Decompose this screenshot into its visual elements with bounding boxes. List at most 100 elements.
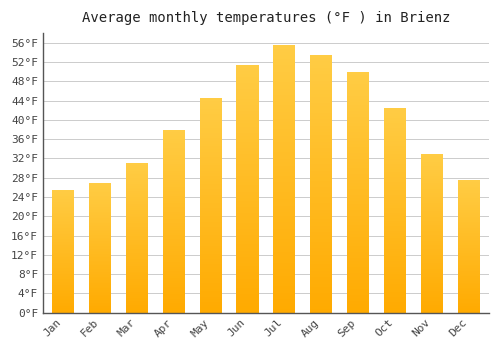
Bar — [274, 62, 295, 65]
Bar — [236, 142, 258, 145]
Bar — [162, 205, 185, 208]
Bar — [420, 277, 443, 279]
Bar — [384, 128, 406, 131]
Bar — [420, 166, 443, 168]
Bar — [162, 251, 185, 253]
Bar — [274, 206, 295, 209]
Bar — [89, 205, 111, 207]
Bar — [126, 214, 148, 216]
Bar — [420, 263, 443, 265]
Bar — [89, 212, 111, 214]
Bar — [274, 99, 295, 102]
Bar — [89, 244, 111, 246]
Bar — [347, 234, 369, 237]
Bar — [347, 265, 369, 267]
Bar — [274, 92, 295, 96]
Bar — [52, 250, 74, 251]
Bar — [162, 180, 185, 182]
Bar — [126, 303, 148, 305]
Bar — [200, 195, 222, 197]
Bar — [420, 301, 443, 303]
Bar — [384, 295, 406, 297]
Bar — [420, 249, 443, 251]
Bar — [458, 197, 479, 198]
Bar — [310, 210, 332, 213]
Bar — [420, 287, 443, 289]
Bar — [200, 147, 222, 149]
Bar — [274, 303, 295, 306]
Bar — [310, 248, 332, 251]
Bar — [347, 72, 369, 75]
Bar — [458, 265, 479, 266]
Bar — [52, 199, 74, 201]
Bar — [310, 242, 332, 245]
Bar — [200, 296, 222, 299]
Bar — [458, 308, 479, 309]
Bar — [200, 214, 222, 216]
Bar — [89, 192, 111, 194]
Bar — [458, 205, 479, 206]
Bar — [310, 239, 332, 242]
Bar — [458, 273, 479, 274]
Bar — [126, 217, 148, 219]
Bar — [89, 269, 111, 270]
Bar — [200, 203, 222, 205]
Bar — [347, 240, 369, 243]
Bar — [236, 105, 258, 108]
Bar — [274, 109, 295, 112]
Bar — [126, 301, 148, 303]
Bar — [52, 245, 74, 247]
Bar — [274, 159, 295, 162]
Bar — [347, 201, 369, 204]
Bar — [274, 262, 295, 266]
Bar — [236, 219, 258, 223]
Bar — [126, 167, 148, 169]
Bar — [384, 146, 406, 149]
Bar — [347, 298, 369, 301]
Bar — [162, 256, 185, 258]
Bar — [458, 188, 479, 190]
Bar — [347, 141, 369, 144]
Bar — [52, 260, 74, 262]
Bar — [274, 116, 295, 119]
Bar — [310, 293, 332, 296]
Bar — [162, 155, 185, 157]
Bar — [384, 139, 406, 141]
Bar — [200, 224, 222, 227]
Bar — [274, 172, 295, 176]
Bar — [274, 135, 295, 139]
Bar — [200, 278, 222, 280]
Bar — [200, 178, 222, 181]
Bar — [420, 245, 443, 247]
Bar — [274, 282, 295, 286]
Bar — [89, 222, 111, 223]
Bar — [420, 186, 443, 188]
Bar — [274, 286, 295, 289]
Bar — [200, 262, 222, 264]
Bar — [162, 303, 185, 306]
Bar — [458, 210, 479, 212]
Bar — [384, 297, 406, 300]
Bar — [200, 232, 222, 235]
Bar — [52, 231, 74, 233]
Bar — [89, 266, 111, 267]
Bar — [162, 274, 185, 276]
Bar — [162, 287, 185, 290]
Bar — [310, 287, 332, 290]
Bar — [236, 282, 258, 285]
Bar — [310, 290, 332, 293]
Bar — [347, 186, 369, 189]
Bar — [420, 247, 443, 249]
Bar — [52, 222, 74, 224]
Bar — [347, 237, 369, 240]
Bar — [162, 283, 185, 285]
Bar — [89, 252, 111, 254]
Bar — [310, 145, 332, 148]
Bar — [310, 306, 332, 309]
Bar — [384, 149, 406, 152]
Bar — [274, 152, 295, 155]
Bar — [236, 74, 258, 77]
Bar — [310, 129, 332, 132]
Bar — [384, 282, 406, 285]
Bar — [89, 270, 111, 272]
